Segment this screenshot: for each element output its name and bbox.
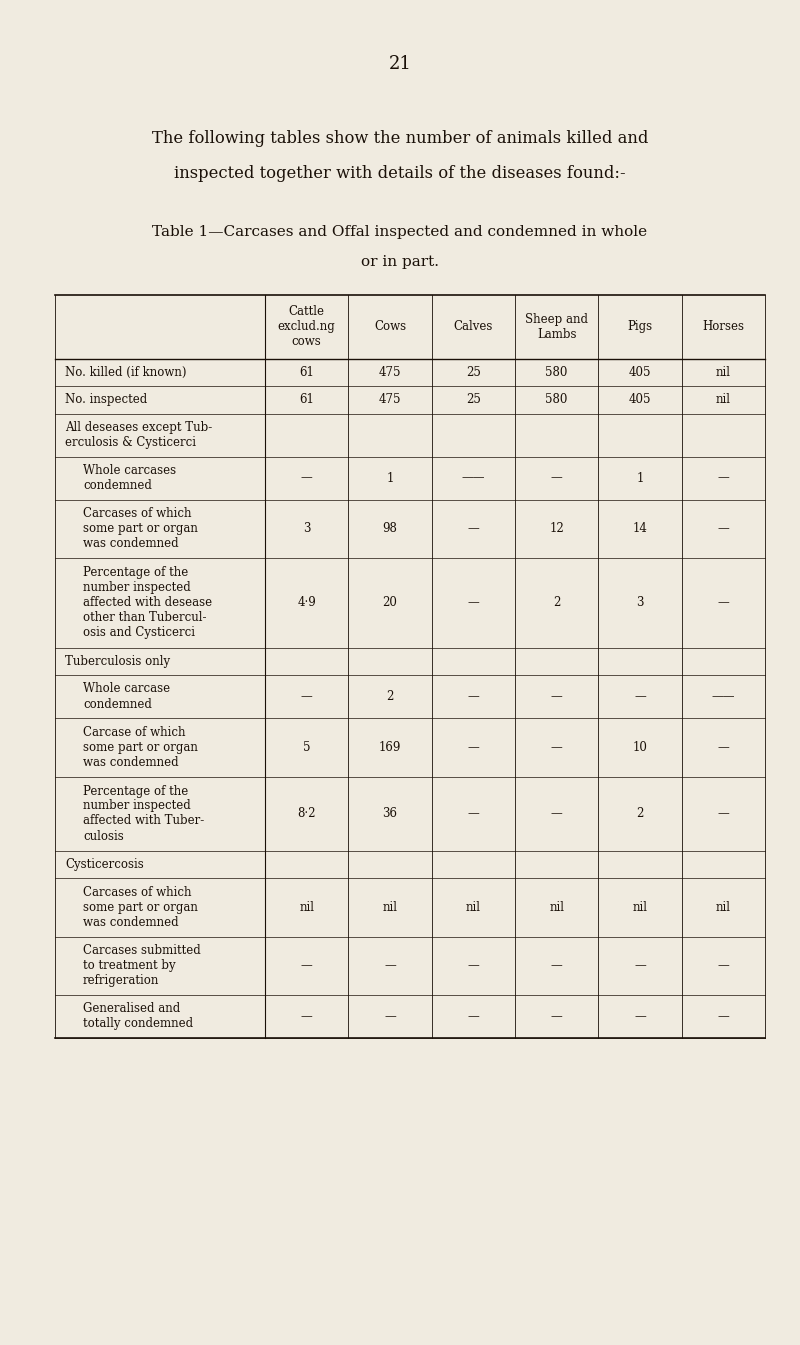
Text: 1: 1 bbox=[636, 472, 644, 484]
Text: Whole carcases
condemned: Whole carcases condemned bbox=[83, 464, 176, 492]
Text: —: — bbox=[550, 690, 562, 703]
Text: 12: 12 bbox=[550, 522, 564, 535]
Text: 10: 10 bbox=[633, 741, 647, 753]
Text: —: — bbox=[467, 741, 479, 753]
Text: Generalised and
totally condemned: Generalised and totally condemned bbox=[83, 1002, 193, 1030]
Text: Sheep and
Lambs: Sheep and Lambs bbox=[525, 313, 588, 340]
Text: 1: 1 bbox=[386, 472, 394, 484]
Text: —: — bbox=[467, 1010, 479, 1024]
Text: —: — bbox=[384, 959, 396, 972]
Text: All deseases except Tub-
erculosis & Cysticerci: All deseases except Tub- erculosis & Cys… bbox=[65, 421, 212, 449]
Text: —: — bbox=[550, 807, 562, 820]
Text: 405: 405 bbox=[629, 393, 651, 406]
Text: 2: 2 bbox=[636, 807, 644, 820]
Text: 2: 2 bbox=[553, 596, 560, 609]
Text: 3: 3 bbox=[303, 522, 310, 535]
Text: inspected together with details of the diseases found:-: inspected together with details of the d… bbox=[174, 165, 626, 182]
Text: —: — bbox=[301, 690, 313, 703]
Text: 5: 5 bbox=[303, 741, 310, 753]
Text: 61: 61 bbox=[299, 366, 314, 379]
Text: ——: —— bbox=[711, 690, 735, 703]
Text: 2: 2 bbox=[386, 690, 394, 703]
Text: 475: 475 bbox=[378, 393, 402, 406]
Text: Tuberculosis only: Tuberculosis only bbox=[65, 655, 170, 667]
Text: —: — bbox=[301, 959, 313, 972]
Text: —: — bbox=[384, 1010, 396, 1024]
Text: —: — bbox=[634, 959, 646, 972]
Text: 8·2: 8·2 bbox=[298, 807, 316, 820]
Text: —: — bbox=[718, 959, 730, 972]
Text: Horses: Horses bbox=[702, 320, 744, 334]
Text: Percentage of the
number inspected
affected with desease
other than Tubercul-
os: Percentage of the number inspected affec… bbox=[83, 566, 212, 639]
Text: —: — bbox=[301, 1010, 313, 1024]
Text: Carcase of which
some part or organ
was condemned: Carcase of which some part or organ was … bbox=[83, 726, 198, 769]
Text: Cows: Cows bbox=[374, 320, 406, 334]
Text: 3: 3 bbox=[636, 596, 644, 609]
Text: —: — bbox=[550, 472, 562, 484]
Text: or in part.: or in part. bbox=[361, 256, 439, 269]
Text: The following tables show the number of animals killed and: The following tables show the number of … bbox=[152, 130, 648, 147]
Text: —: — bbox=[301, 472, 313, 484]
Text: nil: nil bbox=[299, 901, 314, 913]
Text: 98: 98 bbox=[382, 522, 398, 535]
Text: —: — bbox=[467, 807, 479, 820]
Text: Table 1—Carcases and Offal inspected and condemned in whole: Table 1—Carcases and Offal inspected and… bbox=[153, 225, 647, 239]
Text: 405: 405 bbox=[629, 366, 651, 379]
Text: —: — bbox=[718, 522, 730, 535]
Text: No. killed (if known): No. killed (if known) bbox=[65, 366, 186, 379]
Text: Carcases of which
some part or organ
was condemned: Carcases of which some part or organ was… bbox=[83, 886, 198, 929]
Text: 580: 580 bbox=[546, 366, 568, 379]
Text: 4·9: 4·9 bbox=[298, 596, 316, 609]
Text: Carcases submitted
to treatment by
refrigeration: Carcases submitted to treatment by refri… bbox=[83, 944, 201, 987]
Text: 25: 25 bbox=[466, 393, 481, 406]
Text: 580: 580 bbox=[546, 393, 568, 406]
Text: nil: nil bbox=[549, 901, 564, 913]
Text: —: — bbox=[550, 959, 562, 972]
Text: nil: nil bbox=[382, 901, 398, 913]
Text: Pigs: Pigs bbox=[627, 320, 653, 334]
Text: —: — bbox=[718, 807, 730, 820]
Text: Cysticercosis: Cysticercosis bbox=[65, 858, 144, 870]
Text: —: — bbox=[550, 1010, 562, 1024]
Text: —: — bbox=[550, 741, 562, 753]
Text: nil: nil bbox=[716, 366, 731, 379]
Text: 14: 14 bbox=[633, 522, 647, 535]
Text: nil: nil bbox=[633, 901, 647, 913]
Text: 36: 36 bbox=[382, 807, 398, 820]
Text: No. inspected: No. inspected bbox=[65, 393, 147, 406]
Text: —: — bbox=[718, 596, 730, 609]
Text: —: — bbox=[634, 1010, 646, 1024]
Text: 169: 169 bbox=[379, 741, 401, 753]
Text: —: — bbox=[634, 690, 646, 703]
Text: —: — bbox=[467, 522, 479, 535]
Text: Percentage of the
number inspected
affected with Tuber-
culosis: Percentage of the number inspected affec… bbox=[83, 784, 204, 842]
Text: —: — bbox=[467, 959, 479, 972]
Text: Cattle
exclud.ng
cows: Cattle exclud.ng cows bbox=[278, 305, 335, 348]
Text: —: — bbox=[718, 1010, 730, 1024]
Text: —: — bbox=[467, 690, 479, 703]
Text: nil: nil bbox=[716, 901, 731, 913]
Text: nil: nil bbox=[466, 901, 481, 913]
Text: 20: 20 bbox=[382, 596, 398, 609]
Text: nil: nil bbox=[716, 393, 731, 406]
Text: ——: —— bbox=[462, 472, 485, 484]
Text: 61: 61 bbox=[299, 393, 314, 406]
Text: 21: 21 bbox=[389, 55, 411, 73]
Text: —: — bbox=[718, 741, 730, 753]
Text: 475: 475 bbox=[378, 366, 402, 379]
Text: Whole carcase
condemned: Whole carcase condemned bbox=[83, 682, 170, 710]
Text: Carcases of which
some part or organ
was condemned: Carcases of which some part or organ was… bbox=[83, 507, 198, 550]
Text: —: — bbox=[718, 472, 730, 484]
Text: Calves: Calves bbox=[454, 320, 493, 334]
Text: —: — bbox=[467, 596, 479, 609]
Text: 25: 25 bbox=[466, 366, 481, 379]
